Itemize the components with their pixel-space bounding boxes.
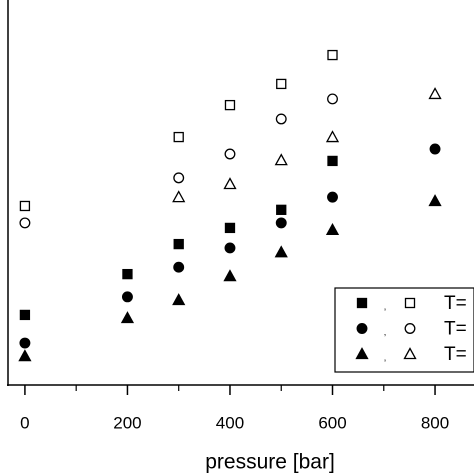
point xyxy=(275,217,287,229)
point xyxy=(224,148,236,160)
point xyxy=(276,78,287,90)
point xyxy=(428,194,442,207)
legend-separator: , xyxy=(384,301,387,311)
point xyxy=(18,349,32,362)
point xyxy=(173,261,185,273)
point xyxy=(325,222,340,235)
legend-marker xyxy=(356,297,368,309)
x-tick-label: 0 xyxy=(20,413,29,432)
point xyxy=(172,190,186,203)
x-tick-label: 200 xyxy=(113,413,141,432)
legend-label: T= xyxy=(444,344,467,365)
point xyxy=(325,130,340,143)
point xyxy=(19,309,31,321)
point xyxy=(327,155,338,167)
point xyxy=(173,172,185,184)
point xyxy=(122,268,133,280)
point xyxy=(173,238,184,250)
point xyxy=(224,99,236,111)
legend-marker xyxy=(356,323,368,334)
point xyxy=(19,217,31,229)
point xyxy=(121,291,133,303)
legend-marker xyxy=(404,323,416,334)
point xyxy=(173,131,184,143)
legend-separator: , xyxy=(384,352,387,362)
legend-label: T= xyxy=(444,293,467,314)
x-axis-label: pressure [bar] xyxy=(205,451,335,474)
point xyxy=(19,200,31,212)
point xyxy=(327,49,338,61)
legend-marker xyxy=(404,297,416,309)
point xyxy=(327,93,338,105)
point xyxy=(429,143,441,155)
legend-marker xyxy=(403,347,417,360)
point xyxy=(275,113,287,125)
point xyxy=(224,222,236,234)
point xyxy=(224,242,236,254)
point xyxy=(327,191,338,203)
point xyxy=(223,177,237,190)
x-tick-label: 800 xyxy=(421,413,449,432)
x-tick-label: 400 xyxy=(216,413,244,432)
point xyxy=(19,337,31,349)
legend-separator: , xyxy=(384,327,387,337)
point xyxy=(428,87,442,100)
legend-label: T= xyxy=(444,319,467,340)
point xyxy=(274,245,288,258)
point xyxy=(223,269,237,282)
point xyxy=(274,153,288,166)
point xyxy=(172,293,186,306)
legend-marker xyxy=(355,347,369,360)
point xyxy=(120,311,135,324)
x-tick-label: 600 xyxy=(318,413,346,432)
point xyxy=(276,204,287,215)
